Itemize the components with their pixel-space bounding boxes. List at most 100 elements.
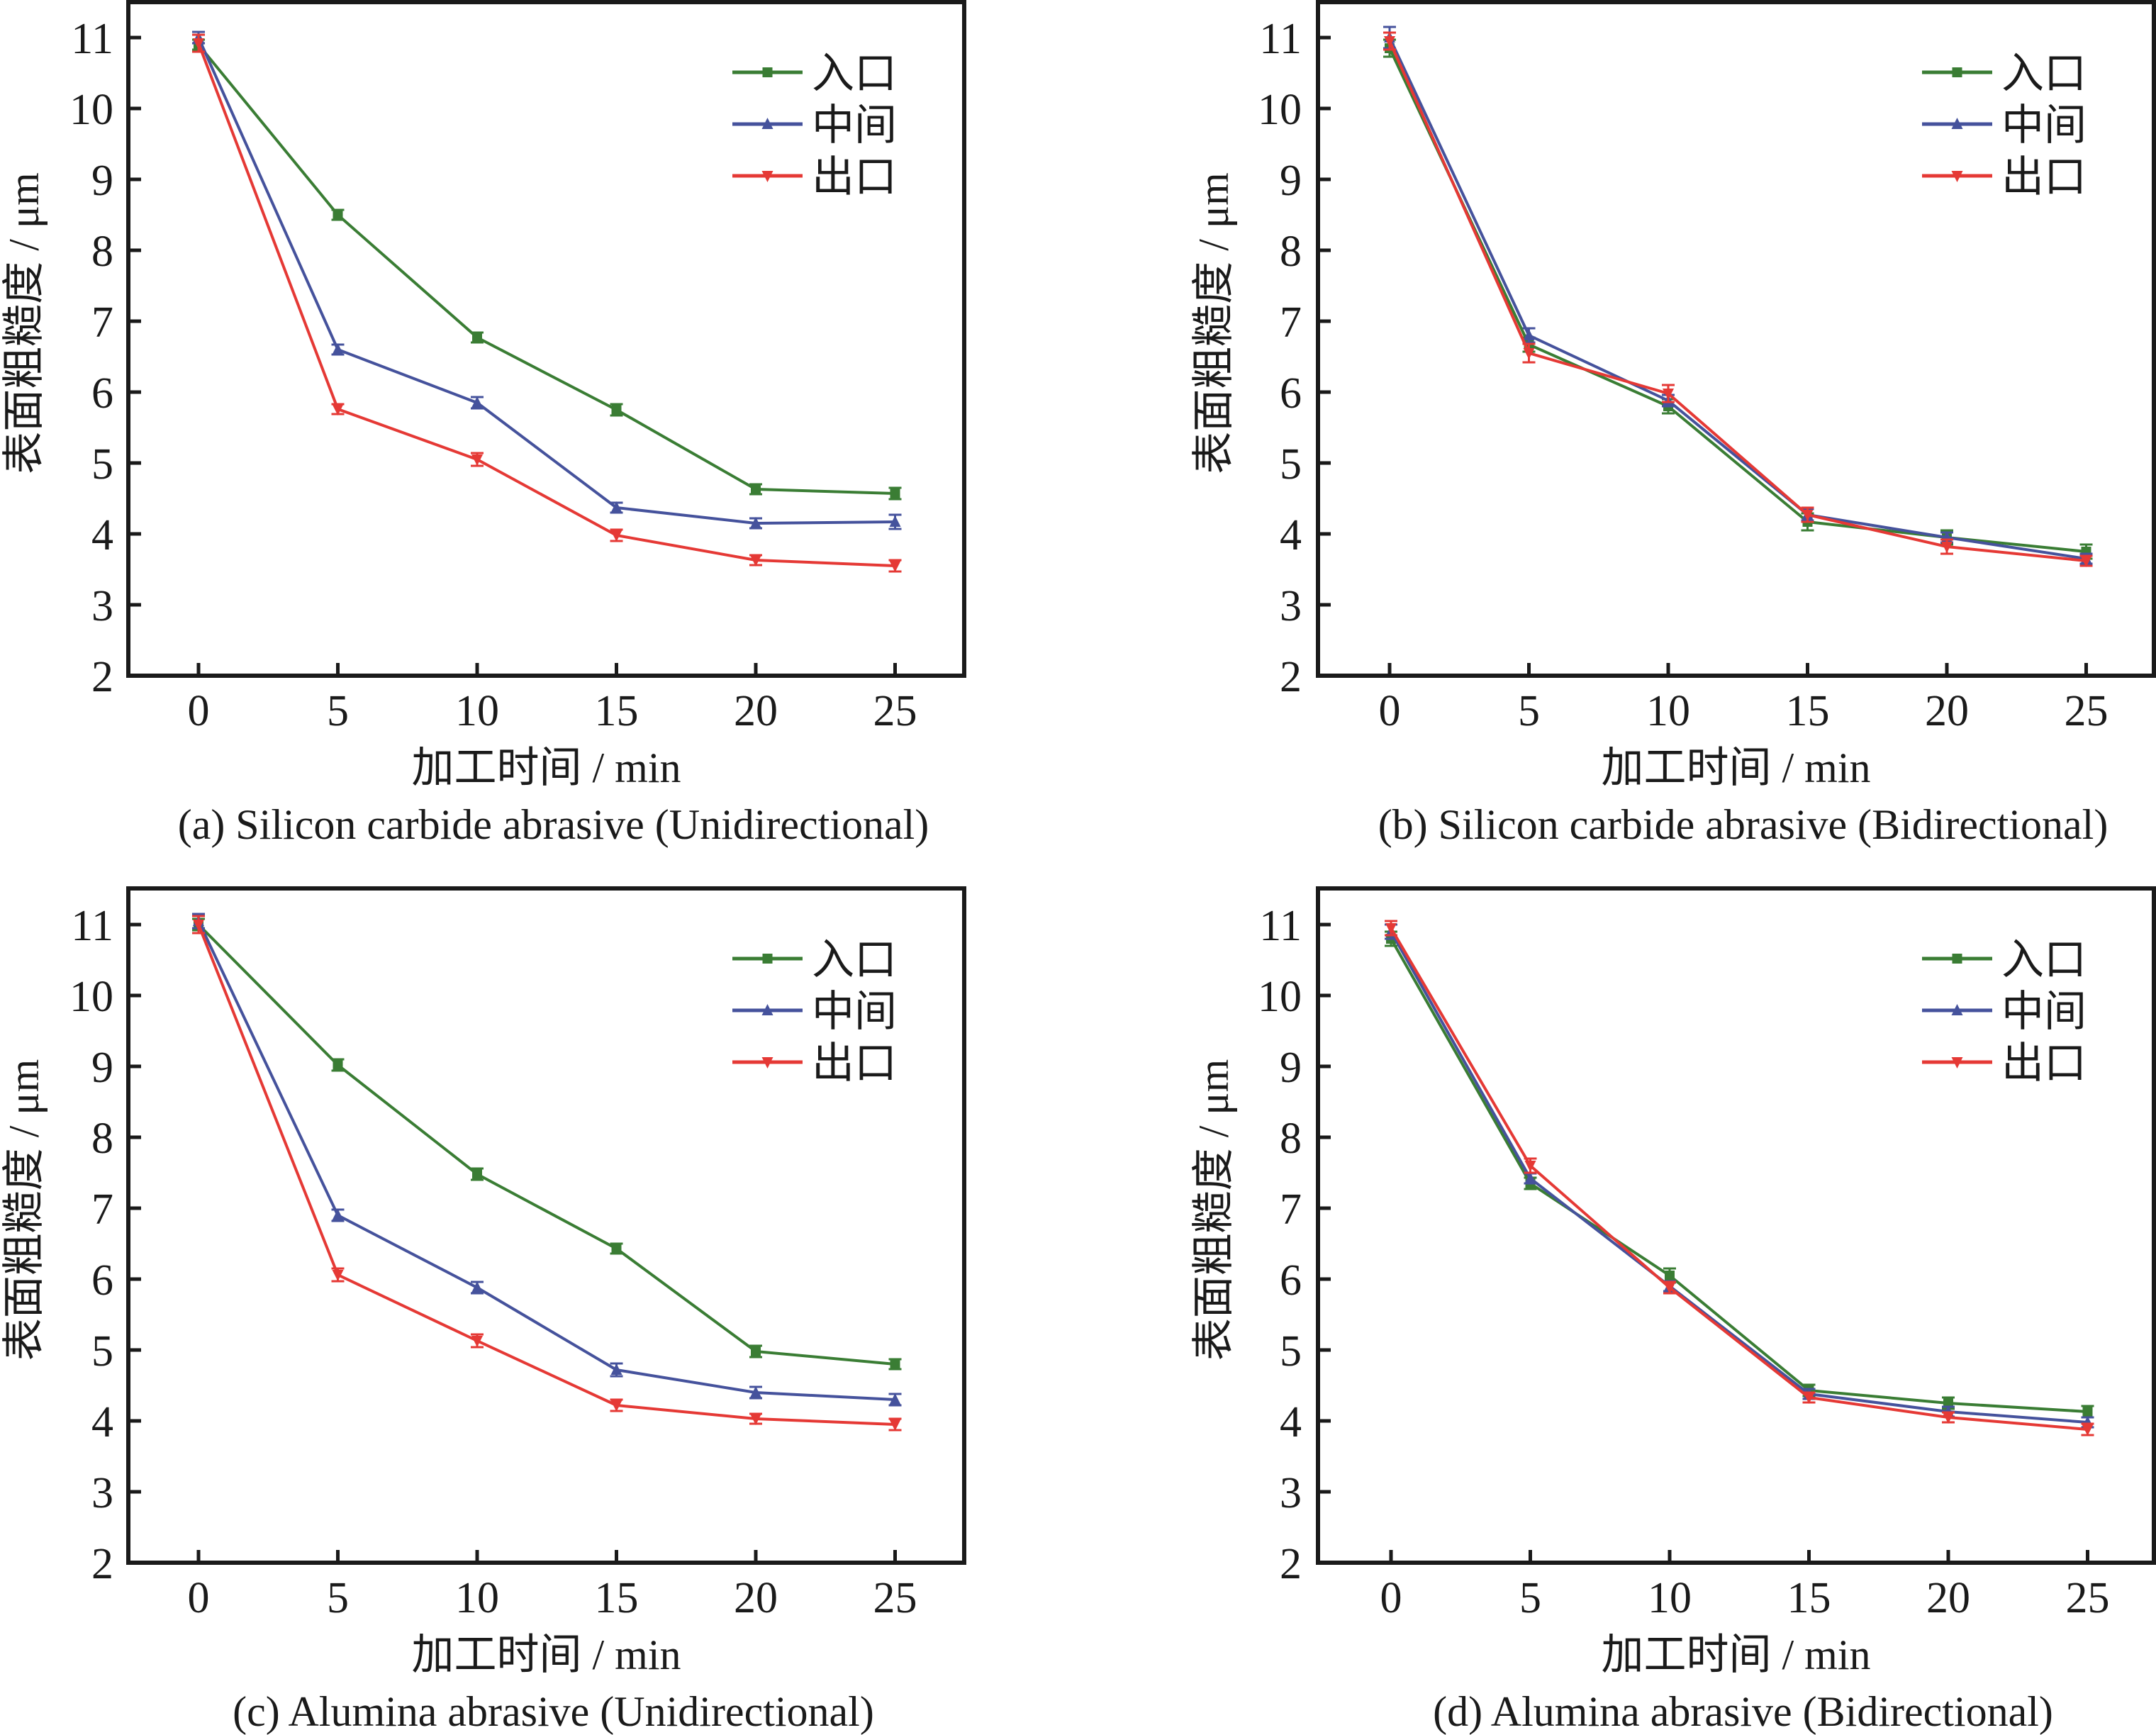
y-tick-label: 5 xyxy=(1280,440,1302,489)
data-point xyxy=(1941,542,1953,553)
legend-label: 出口 xyxy=(2001,1039,2087,1088)
series-middle xyxy=(192,913,902,1407)
data-point xyxy=(889,1419,901,1431)
data-point xyxy=(750,1386,761,1398)
y-tick-label: 9 xyxy=(1280,157,1302,205)
y-tick-label: 7 xyxy=(91,299,113,347)
panel-caption: (c) Alumina abrasive (Unidirectional) xyxy=(233,1688,874,1735)
data-point xyxy=(610,1363,622,1375)
y-tick-label: 3 xyxy=(1280,582,1302,630)
x-tick-label: 5 xyxy=(327,1574,349,1622)
chart-panel-a: 0 5 10 15 20 25 2 3 4 5 6 7 8 9 10 11 加工时间 / min 表面粗糙度 / … xyxy=(1,0,966,848)
legend-marker-icon xyxy=(761,171,773,182)
x-tick-label: 10 xyxy=(1646,687,1690,735)
data-point xyxy=(890,489,900,498)
data-point xyxy=(1664,1283,1675,1294)
series-outlet xyxy=(1383,31,2093,567)
series-line xyxy=(197,43,895,567)
y-tick-label: 8 xyxy=(91,228,113,276)
y-tick-label: 5 xyxy=(91,1327,113,1376)
legend-label: 中间 xyxy=(2001,101,2087,150)
data-point xyxy=(1523,329,1535,340)
series-line xyxy=(197,43,895,495)
x-tick-label: 25 xyxy=(2066,1574,2110,1622)
x-tick-label: 20 xyxy=(734,687,778,735)
x-tick-label: 0 xyxy=(1379,687,1401,735)
legend-item: 中间 xyxy=(1922,101,2087,150)
series-line xyxy=(197,37,895,525)
x-tick-label: 25 xyxy=(873,687,917,735)
panel-caption: (b) Silicon carbide abrasive (Bidirectio… xyxy=(1378,801,2108,848)
y-tick-label: 11 xyxy=(71,15,113,63)
legend-marker-icon xyxy=(761,1057,773,1069)
legend-marker-icon xyxy=(1952,67,1962,77)
plot-frame xyxy=(126,0,966,678)
legend-item: 入口 xyxy=(732,935,897,985)
x-tick-label: 15 xyxy=(595,1574,639,1622)
legend-marker-icon xyxy=(762,67,773,77)
y-axis-title: 表面粗糙度 / μm xyxy=(1190,172,1237,474)
plot-frame xyxy=(126,886,966,1565)
series-line xyxy=(1390,927,2088,1431)
data-point xyxy=(1663,389,1674,400)
y-tick-label: 7 xyxy=(91,1186,113,1234)
x-axis-title: 加工时间 / min xyxy=(1601,1631,1870,1678)
series-outlet xyxy=(192,33,902,573)
data-point xyxy=(610,501,622,513)
x-axis-title: 加工时间 / min xyxy=(411,1631,681,1678)
legend-item: 入口 xyxy=(1922,49,2087,99)
y-tick-label: 9 xyxy=(1280,1044,1302,1092)
data-point xyxy=(472,1169,482,1179)
x-tick-label: 20 xyxy=(1925,687,1969,735)
data-point xyxy=(2080,556,2092,567)
data-point xyxy=(471,396,483,408)
x-tick-label: 5 xyxy=(1518,687,1540,735)
y-tick-label: 6 xyxy=(1280,369,1302,418)
y-tick-label: 3 xyxy=(1280,1469,1302,1517)
legend-marker-icon xyxy=(1951,171,1963,182)
x-tick-label: 10 xyxy=(455,687,499,735)
y-tick-label: 7 xyxy=(1280,299,1302,347)
data-point xyxy=(889,561,901,572)
y-tick-label: 8 xyxy=(1280,1115,1302,1163)
x-tick-label: 25 xyxy=(2065,687,2108,735)
data-point xyxy=(1523,348,1535,359)
legend-label: 入口 xyxy=(2001,49,2087,99)
x-tick-label: 20 xyxy=(1926,1574,1970,1622)
data-point xyxy=(750,1414,761,1425)
data-point xyxy=(193,38,204,50)
legend-label: 中间 xyxy=(812,101,897,150)
data-point xyxy=(751,484,761,494)
series-middle xyxy=(1383,26,2093,565)
x-tick-label: 0 xyxy=(188,1574,210,1622)
series-outlet xyxy=(192,915,902,1432)
legend-item: 出口 xyxy=(732,152,897,202)
data-point xyxy=(1384,36,1395,48)
data-point xyxy=(472,333,482,342)
legend-item: 出口 xyxy=(732,1039,897,1088)
data-point xyxy=(471,1281,483,1293)
legend-marker-icon xyxy=(762,954,773,964)
legend-item: 中间 xyxy=(732,987,897,1037)
chart-panel-b: 0 5 10 15 20 25 2 3 4 5 6 7 8 9 10 11 加工时间 / min 表面粗糙度 / … xyxy=(1190,0,2156,848)
y-tick-label: 5 xyxy=(91,440,113,489)
data-point xyxy=(332,404,344,415)
series-outlet xyxy=(1385,920,2094,1436)
y-tick-label: 10 xyxy=(69,86,113,134)
data-point xyxy=(750,517,761,528)
legend-label: 入口 xyxy=(812,49,897,99)
data-point xyxy=(2082,1424,2094,1436)
series-middle xyxy=(192,30,902,530)
x-tick-label: 10 xyxy=(455,1574,499,1622)
y-axis-title: 表面粗糙度 / μm xyxy=(1,172,48,474)
y-tick-label: 8 xyxy=(91,1115,113,1163)
y-tick-label: 3 xyxy=(91,1469,113,1517)
x-tick-label: 20 xyxy=(734,1574,778,1622)
chart-panel-d: 0 5 10 15 20 25 2 3 4 5 6 7 8 9 10 11 加工时间 / min 表面粗糙度 / … xyxy=(1190,886,2156,1735)
data-point xyxy=(889,515,901,527)
x-tick-label: 15 xyxy=(1787,1574,1831,1622)
y-tick-label: 4 xyxy=(1280,1398,1302,1446)
